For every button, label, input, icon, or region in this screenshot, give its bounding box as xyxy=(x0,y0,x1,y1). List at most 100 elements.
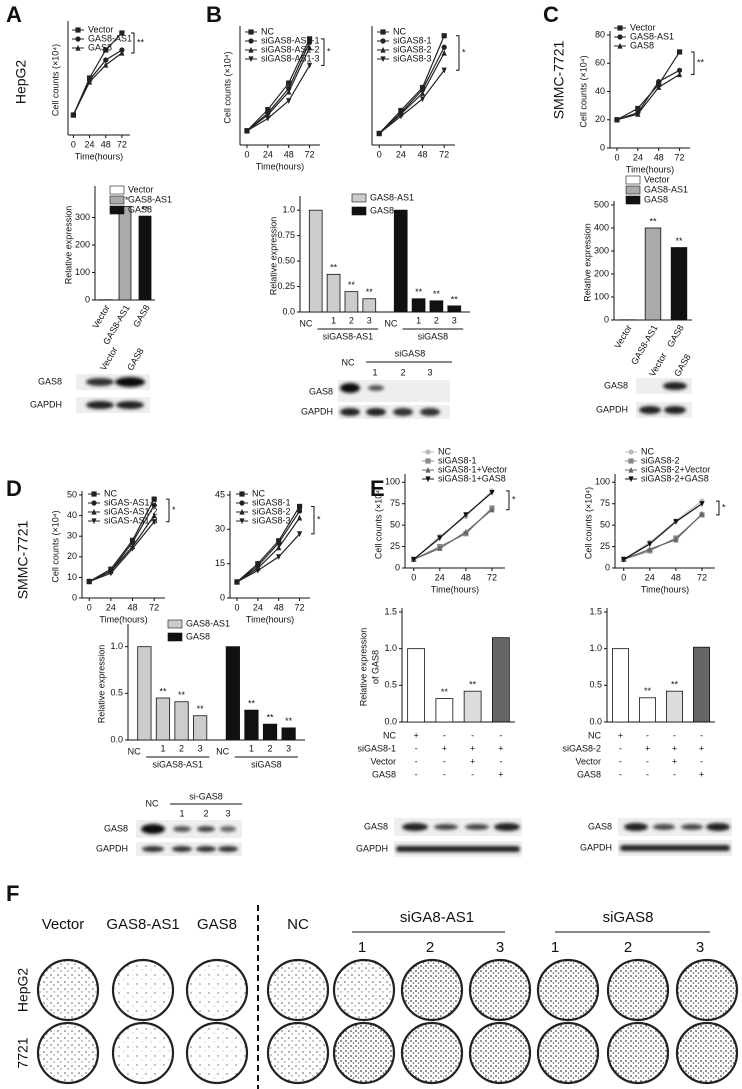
x-tick-label: 0 xyxy=(614,152,619,162)
bar xyxy=(262,723,278,741)
band xyxy=(664,406,686,414)
x-tick-label: 0 xyxy=(377,149,382,159)
x-tick-label: GAS8 xyxy=(665,323,686,349)
band xyxy=(620,845,730,851)
series-line xyxy=(413,492,493,560)
y-axis-label: Cell counts (×10⁴) xyxy=(373,487,383,559)
significance-bracket xyxy=(456,35,460,71)
row-label: GAPDH xyxy=(596,404,628,414)
x-tick-label: 0 xyxy=(234,602,239,612)
marker xyxy=(441,33,447,39)
dish xyxy=(675,958,739,1022)
marker xyxy=(425,449,431,455)
band xyxy=(116,401,144,409)
marker xyxy=(91,491,97,497)
row-label: GAPDH xyxy=(580,842,612,852)
marker xyxy=(617,42,623,49)
series-line xyxy=(246,38,311,132)
band xyxy=(653,824,675,830)
y-tick-label: 1.5 xyxy=(384,606,397,616)
y-tick-label: 30 xyxy=(67,531,77,541)
legend-label: siGAS8-3 xyxy=(252,515,291,525)
legend-label: NC xyxy=(641,446,654,456)
cell-line: SMMC-7721 xyxy=(551,41,567,120)
x-axis-label: Time(hours) xyxy=(99,614,147,624)
y-tick-label: 0.0 xyxy=(384,716,397,726)
y-tick-label: 50 xyxy=(600,520,610,530)
x-tick-label: 48 xyxy=(101,139,111,149)
marker xyxy=(628,476,634,483)
bar xyxy=(393,209,408,313)
series-line xyxy=(236,517,301,583)
series-line xyxy=(616,69,680,121)
marker xyxy=(306,44,313,51)
x-axis-label: Time(hours) xyxy=(246,614,294,624)
blot: GAS8 GAPDH GAS8 GAPDH xyxy=(356,818,732,857)
x-tick-label: 3 xyxy=(198,743,203,753)
y-axis-label: Relative expression xyxy=(96,645,106,724)
legend-label: GAS8 xyxy=(88,42,112,52)
x-tick-label: 3 xyxy=(452,315,457,325)
legend-label: siGAS8-2 xyxy=(641,455,680,465)
marker xyxy=(419,96,426,103)
marker xyxy=(244,128,250,134)
cell-line: SMMC-7721 xyxy=(15,521,31,600)
marker xyxy=(239,508,245,515)
row-label: GAS8 xyxy=(309,386,333,396)
y-axis-label: Cell counts (×10⁴) xyxy=(578,55,588,127)
marker xyxy=(248,38,254,44)
y-tick-label: 1.0 xyxy=(589,643,602,653)
bar xyxy=(138,215,152,301)
marker xyxy=(628,466,634,473)
marker xyxy=(248,46,254,53)
band xyxy=(340,408,360,416)
legend-swatch xyxy=(351,193,367,203)
dish xyxy=(36,1021,100,1085)
group-label: si-GAS8 xyxy=(189,791,223,801)
y-tick-label: 100 xyxy=(75,267,90,277)
series-line xyxy=(378,52,445,134)
significance-label: * xyxy=(462,47,466,57)
bar xyxy=(281,727,296,741)
marker xyxy=(151,496,157,502)
marker xyxy=(419,90,426,96)
y-tick-label: 100 xyxy=(594,291,609,301)
series-line xyxy=(378,35,445,134)
condition-label: GAS8 xyxy=(372,769,396,779)
y-tick-label: 30 xyxy=(215,524,225,534)
marker xyxy=(248,56,254,63)
legend-label: siGAS-AS1-2 xyxy=(104,506,158,516)
group-label: siGAS8 xyxy=(395,348,426,358)
marker xyxy=(647,541,653,548)
condition-mark: + xyxy=(470,756,475,766)
marker xyxy=(673,519,679,525)
x-tick-label: 72 xyxy=(697,572,707,582)
dish xyxy=(266,1021,330,1085)
dish xyxy=(675,1021,739,1085)
condition-mark: - xyxy=(499,730,502,740)
row-label: GAS8 xyxy=(588,821,612,831)
marker xyxy=(676,49,683,55)
legend-label: siGAS8-AS1-2 xyxy=(261,44,320,54)
y-tick-label: 0 xyxy=(605,562,610,572)
y-axis-label: Cell counts (×10⁴) xyxy=(583,487,593,559)
marker xyxy=(286,80,292,86)
row-label: GAS8 xyxy=(604,380,628,390)
band xyxy=(663,382,687,390)
lane-label: 2 xyxy=(203,808,208,818)
dish xyxy=(111,958,175,1022)
dish xyxy=(606,958,670,1022)
significance-label: ** xyxy=(697,58,705,68)
marker xyxy=(296,508,303,514)
group-label: siGAS8 xyxy=(251,759,282,769)
bar xyxy=(137,646,152,741)
lane-label: GAS8 xyxy=(672,352,693,378)
bar xyxy=(612,648,630,723)
marker xyxy=(75,44,81,51)
marker xyxy=(75,27,81,33)
series-line xyxy=(72,52,123,116)
y-tick-label: 50 xyxy=(67,489,77,499)
series-line xyxy=(616,74,680,121)
lane-label: 3 xyxy=(225,808,230,818)
y-tick-label: 200 xyxy=(594,268,609,278)
